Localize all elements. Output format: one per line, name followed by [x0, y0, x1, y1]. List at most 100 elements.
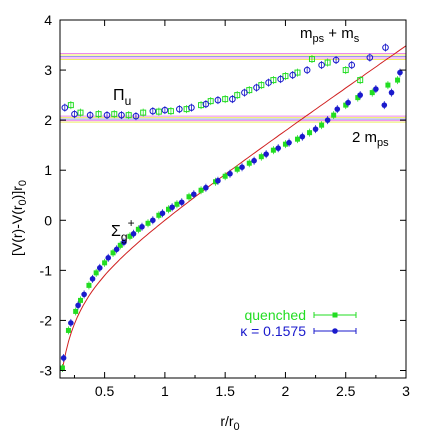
- point-quenched: [93, 268, 99, 277]
- point-quenched-mark: [102, 260, 108, 266]
- point-kappa-mark: [96, 265, 103, 271]
- point-kappa: [178, 198, 185, 207]
- point-quenched-pi: [246, 86, 253, 95]
- point-quenched: [270, 146, 276, 155]
- point-kappa: [150, 216, 156, 225]
- point-quenched-mark: [174, 201, 180, 207]
- x-tick-label: 1: [161, 383, 169, 399]
- point-quenched-mark: [395, 77, 401, 83]
- point-kappa: [312, 125, 319, 134]
- point-kappa: [96, 263, 103, 272]
- point-kappa: [81, 290, 87, 299]
- point-quenched-pi: [234, 91, 241, 100]
- y-tick-label: 4: [44, 12, 52, 28]
- point-quenched-pi: [95, 110, 102, 119]
- point-kappa: [286, 138, 292, 147]
- point-quenched: [127, 232, 133, 241]
- point-quenched-pi: [258, 81, 265, 90]
- point-quenched: [234, 165, 240, 174]
- point-quenched-mark: [331, 112, 337, 118]
- point-kappa-mark: [334, 106, 341, 112]
- threshold-lower-label: 2 mps: [352, 129, 389, 149]
- point-quenched: [319, 121, 325, 130]
- point-kappa: [388, 88, 395, 97]
- point-quenched-pi: [155, 107, 162, 116]
- point-quenched-pi: [140, 108, 147, 117]
- point-kappa-pi: [253, 83, 260, 92]
- point-quenched: [294, 135, 300, 144]
- point-kappa-pi-mark: [149, 107, 157, 115]
- point-kappa-pi: [118, 111, 125, 120]
- point-quenched-pi-mark: [155, 108, 162, 115]
- point-quenched-pi-mark: [270, 77, 277, 84]
- point-quenched-mark: [369, 90, 375, 96]
- point-quenched-pi: [308, 55, 315, 64]
- point-kappa: [275, 144, 282, 153]
- point-kappa: [203, 183, 209, 192]
- point-kappa-mark: [81, 291, 87, 298]
- point-kappa-pi-mark: [176, 105, 183, 113]
- point-kappa: [263, 150, 269, 159]
- y-tick-label: -3: [40, 362, 53, 378]
- legend-label-kappa: κ = 0.1575: [240, 323, 306, 339]
- point-kappa-pi-mark: [277, 75, 284, 83]
- point-kappa-mark: [191, 191, 197, 198]
- point-quenched-pi-mark: [95, 111, 102, 118]
- x-tick-label: 2: [282, 383, 290, 399]
- point-quenched-pi: [294, 68, 301, 77]
- point-quenched-pi-mark: [282, 73, 289, 80]
- point-quenched-pi-mark: [234, 92, 241, 99]
- point-kappa: [373, 85, 379, 94]
- point-kappa-pi-mark: [303, 66, 311, 74]
- point-kappa-pi: [332, 56, 340, 65]
- point-quenched-mark: [258, 154, 264, 160]
- point-quenched-mark: [110, 250, 116, 256]
- point-kappa-pi-mark: [332, 56, 340, 64]
- point-quenched-pi: [324, 58, 331, 67]
- point-quenched-pi-mark: [67, 102, 74, 109]
- point-quenched: [246, 159, 252, 168]
- point-quenched-mark: [385, 82, 391, 88]
- point-kappa-mark: [299, 133, 306, 140]
- legend-label-quenched: quenched: [244, 307, 306, 323]
- point-quenched-pi-mark: [357, 77, 364, 84]
- point-quenched-mark: [198, 187, 204, 193]
- point-kappa: [227, 169, 233, 178]
- point-kappa: [113, 245, 120, 254]
- point-kappa: [239, 163, 245, 172]
- point-kappa-mark: [68, 320, 74, 326]
- point-kappa-pi: [202, 100, 210, 109]
- legend-marker-quenched: [332, 312, 338, 318]
- point-kappa-pi-mark: [71, 110, 78, 118]
- point-kappa: [105, 253, 112, 262]
- y-tick-label: 2: [44, 112, 52, 128]
- point-quenched: [222, 172, 228, 181]
- point-quenched-mark: [186, 194, 192, 200]
- point-quenched: [117, 241, 123, 250]
- point-kappa-pi: [71, 110, 78, 119]
- x-tick-label: 0.5: [95, 383, 115, 399]
- data-points: [59, 43, 403, 372]
- point-quenched-pi: [67, 101, 74, 110]
- point-kappa-pi: [214, 96, 222, 105]
- point-kappa-mark: [75, 302, 81, 309]
- sigma-annotation: Σg+: [111, 216, 135, 244]
- point-kappa-mark: [373, 86, 379, 92]
- point-kappa: [60, 353, 67, 362]
- point-quenched-mark: [234, 166, 240, 172]
- point-quenched-mark: [93, 270, 99, 276]
- point-kappa-mark: [169, 204, 175, 211]
- point-quenched-mark: [73, 308, 79, 314]
- point-quenched-pi: [183, 105, 190, 114]
- point-kappa-mark: [60, 355, 67, 361]
- point-kappa: [169, 203, 175, 212]
- point-kappa-mark: [239, 164, 245, 171]
- point-kappa-mark: [159, 210, 166, 217]
- point-kappa-pi-mark: [241, 89, 248, 96]
- point-quenched-pi: [342, 66, 349, 75]
- point-kappa-mark: [113, 246, 120, 253]
- point-kappa-pi: [161, 106, 169, 115]
- point-kappa-pi: [318, 61, 325, 70]
- point-kappa-mark: [89, 276, 96, 282]
- x-axis-label: r/r0: [220, 413, 239, 433]
